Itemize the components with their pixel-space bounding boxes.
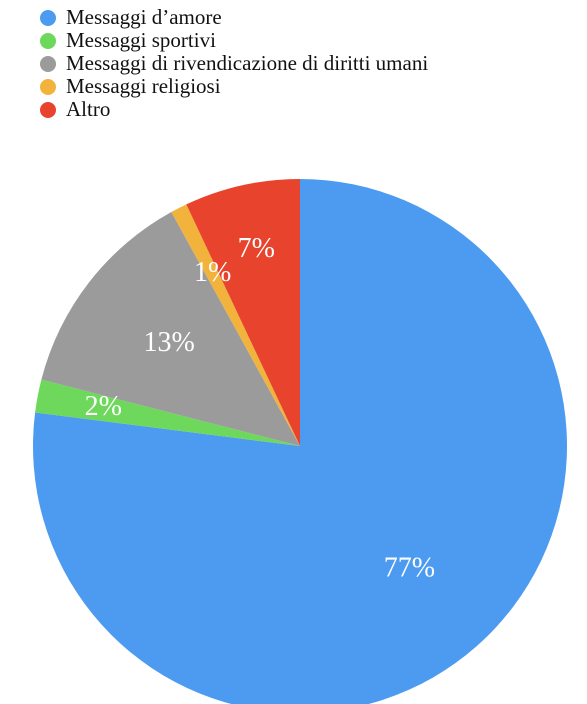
- legend-swatch: [40, 101, 56, 118]
- legend-item: Messaggi d’amore: [40, 6, 428, 29]
- legend-item: Messaggi sportivi: [40, 29, 428, 52]
- slice-value-label: 1%: [194, 257, 231, 288]
- legend-swatch: [40, 32, 56, 49]
- slice-value-label: 2%: [85, 391, 122, 422]
- slice-value-label: 13%: [144, 327, 195, 358]
- legend-label: Altro: [66, 97, 111, 121]
- legend-label: Messaggi d’amore: [66, 5, 222, 29]
- slice-value-label: 7%: [238, 233, 275, 264]
- pie-slice: [171, 204, 300, 446]
- pie-slice: [41, 212, 300, 446]
- legend: Messaggi d’amore Messaggi sportivi Messa…: [40, 6, 428, 121]
- legend-swatch: [40, 78, 56, 95]
- legend-swatch: [40, 55, 56, 72]
- pie-slice: [186, 179, 300, 446]
- pie-slice: [33, 179, 567, 704]
- pie-slice: [35, 379, 300, 446]
- legend-label: Messaggi di rivendicazione di diritti um…: [66, 51, 429, 75]
- legend-item: Messaggi di rivendicazione di diritti um…: [40, 52, 428, 75]
- legend-label: Messaggi religiosi: [66, 74, 221, 98]
- slice-value-label: 77%: [384, 553, 435, 584]
- legend-swatch: [40, 9, 56, 26]
- legend-item: Messaggi religiosi: [40, 75, 428, 98]
- legend-item: Altro: [40, 98, 428, 121]
- legend-label: Messaggi sportivi: [66, 28, 216, 52]
